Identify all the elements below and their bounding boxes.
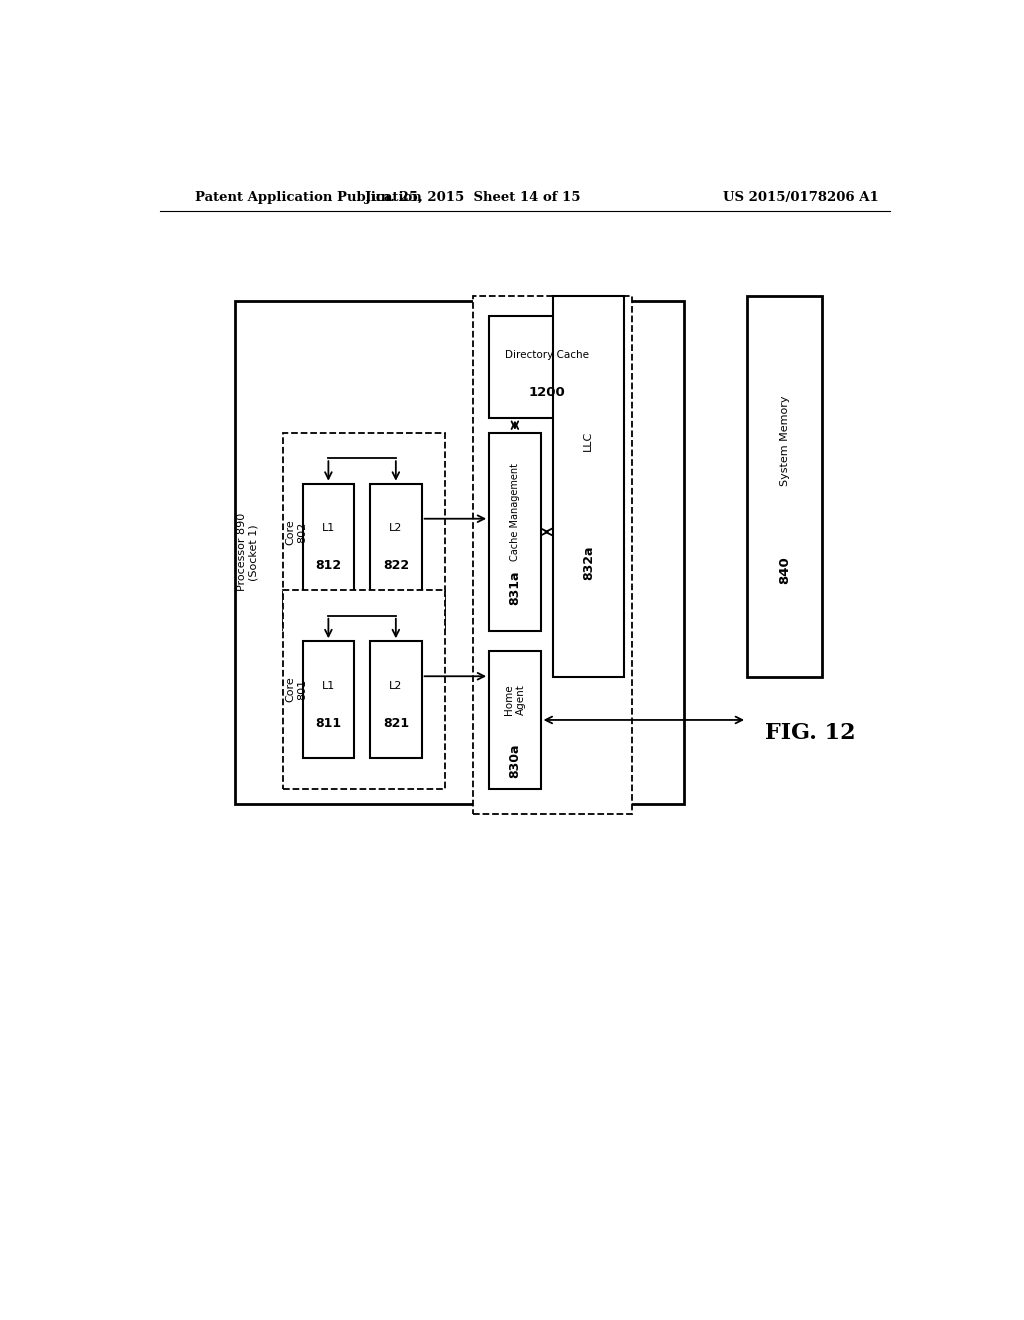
Text: Home
Agent: Home Agent xyxy=(504,684,525,715)
Text: Directory Cache: Directory Cache xyxy=(505,350,589,359)
Bar xyxy=(473,296,632,814)
Text: 821: 821 xyxy=(383,717,409,730)
Bar xyxy=(748,296,822,677)
Text: Core
801: Core 801 xyxy=(286,677,307,702)
Bar xyxy=(553,296,624,677)
Text: 832a: 832a xyxy=(582,545,595,579)
Text: L2: L2 xyxy=(389,523,402,533)
Text: FIG. 12: FIG. 12 xyxy=(765,722,856,743)
Text: 812: 812 xyxy=(315,558,341,572)
Text: Cache Management: Cache Management xyxy=(510,463,520,561)
Bar xyxy=(283,433,445,631)
Bar xyxy=(489,433,541,631)
Text: 830a: 830a xyxy=(508,744,521,779)
Text: Core
802: Core 802 xyxy=(286,519,307,545)
Text: 831a: 831a xyxy=(508,570,521,605)
Text: System Memory: System Memory xyxy=(779,395,790,486)
Bar xyxy=(236,301,684,804)
Text: 1200: 1200 xyxy=(528,385,565,399)
Bar xyxy=(283,590,445,788)
Text: US 2015/0178206 A1: US 2015/0178206 A1 xyxy=(723,190,879,203)
Text: 822: 822 xyxy=(383,558,409,572)
Text: Patent Application Publication: Patent Application Publication xyxy=(196,190,422,203)
Bar xyxy=(489,315,604,417)
Text: Jun. 25, 2015  Sheet 14 of 15: Jun. 25, 2015 Sheet 14 of 15 xyxy=(366,190,581,203)
Bar xyxy=(370,483,422,601)
Text: L1: L1 xyxy=(322,681,335,690)
Text: L2: L2 xyxy=(389,681,402,690)
Text: LLC: LLC xyxy=(584,430,593,450)
Text: L1: L1 xyxy=(322,523,335,533)
Bar xyxy=(303,483,354,601)
Text: 811: 811 xyxy=(315,717,341,730)
Text: 840: 840 xyxy=(778,556,792,583)
Bar xyxy=(303,642,354,758)
Bar xyxy=(370,642,422,758)
Bar xyxy=(489,651,541,788)
Text: Processor 890
(Socket 1): Processor 890 (Socket 1) xyxy=(237,513,259,591)
